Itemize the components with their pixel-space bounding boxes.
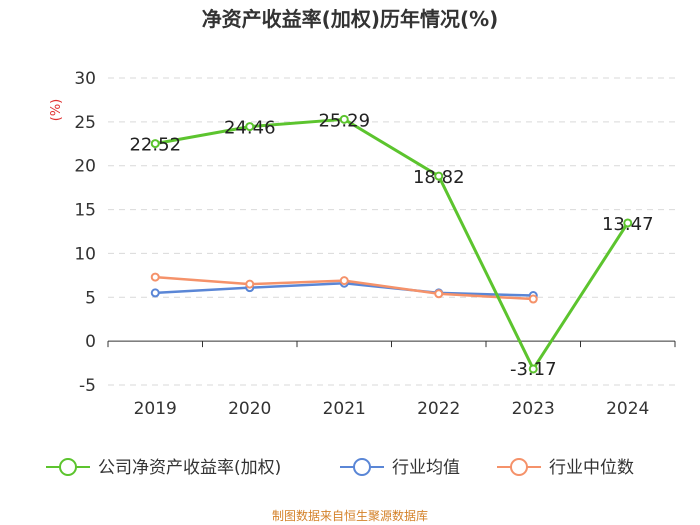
data-point xyxy=(150,288,160,298)
axes: -5 0 5 10 15 20 25 30 2019 2020 2021 2022 2023 2024 xyxy=(74,69,676,419)
data-label: 24.46 xyxy=(224,118,276,139)
y-tick-label: 30 xyxy=(74,69,96,89)
data-labels: 22.52 24.46 25.29 18.82 -3.17 13.47 xyxy=(129,110,653,380)
legend-label: 公司净资产收益率(加权) xyxy=(98,458,281,478)
y-tick-label: 20 xyxy=(74,157,96,177)
data-point xyxy=(339,114,349,124)
y-tick-label: 15 xyxy=(74,201,96,221)
y-tick-label: 10 xyxy=(74,244,96,264)
data-label: 13.47 xyxy=(602,214,654,235)
data-point xyxy=(150,139,160,149)
x-tick-label: 2024 xyxy=(606,399,649,419)
data-point xyxy=(339,276,349,286)
data-label: 25.29 xyxy=(318,110,370,131)
data-point xyxy=(245,279,255,289)
legend-marker xyxy=(510,458,528,476)
data-point xyxy=(245,122,255,132)
x-tick-label: 2023 xyxy=(512,399,555,419)
series-line xyxy=(154,117,630,371)
data-point xyxy=(623,218,633,228)
source-note: 制图数据来自恒生聚源数据库 xyxy=(272,508,428,523)
y-tick-label: 25 xyxy=(74,113,96,133)
data-point xyxy=(434,289,444,299)
y-axis-unit: (%) xyxy=(49,99,64,122)
data-label: 18.82 xyxy=(413,167,465,188)
x-tick-label: 2022 xyxy=(417,399,460,419)
data-label: 22.52 xyxy=(129,135,181,156)
y-tick-label: 0 xyxy=(85,332,96,352)
y-tick-label: 5 xyxy=(85,288,96,308)
data-label: -3.17 xyxy=(510,359,557,380)
x-tick-label: 2021 xyxy=(323,399,366,419)
data-point xyxy=(434,171,444,181)
legend-label: 行业中位数 xyxy=(549,458,634,478)
legend: 公司净资产收益率(加权) 行业均值 行业中位数 xyxy=(46,458,634,478)
data-point xyxy=(528,364,538,374)
data-point xyxy=(528,294,538,304)
legend-marker xyxy=(353,458,371,476)
y-tick-label: -5 xyxy=(79,376,96,396)
grid-lines xyxy=(108,77,675,386)
legend-label: 行业均值 xyxy=(392,458,460,478)
x-tick-label: 2019 xyxy=(134,399,177,419)
chart-title: 净资产收益率(加权)历年情况(%) xyxy=(202,7,499,31)
x-tick-label: 2020 xyxy=(228,399,271,419)
series-group xyxy=(150,114,633,374)
legend-marker xyxy=(59,458,77,476)
data-point xyxy=(150,272,160,282)
